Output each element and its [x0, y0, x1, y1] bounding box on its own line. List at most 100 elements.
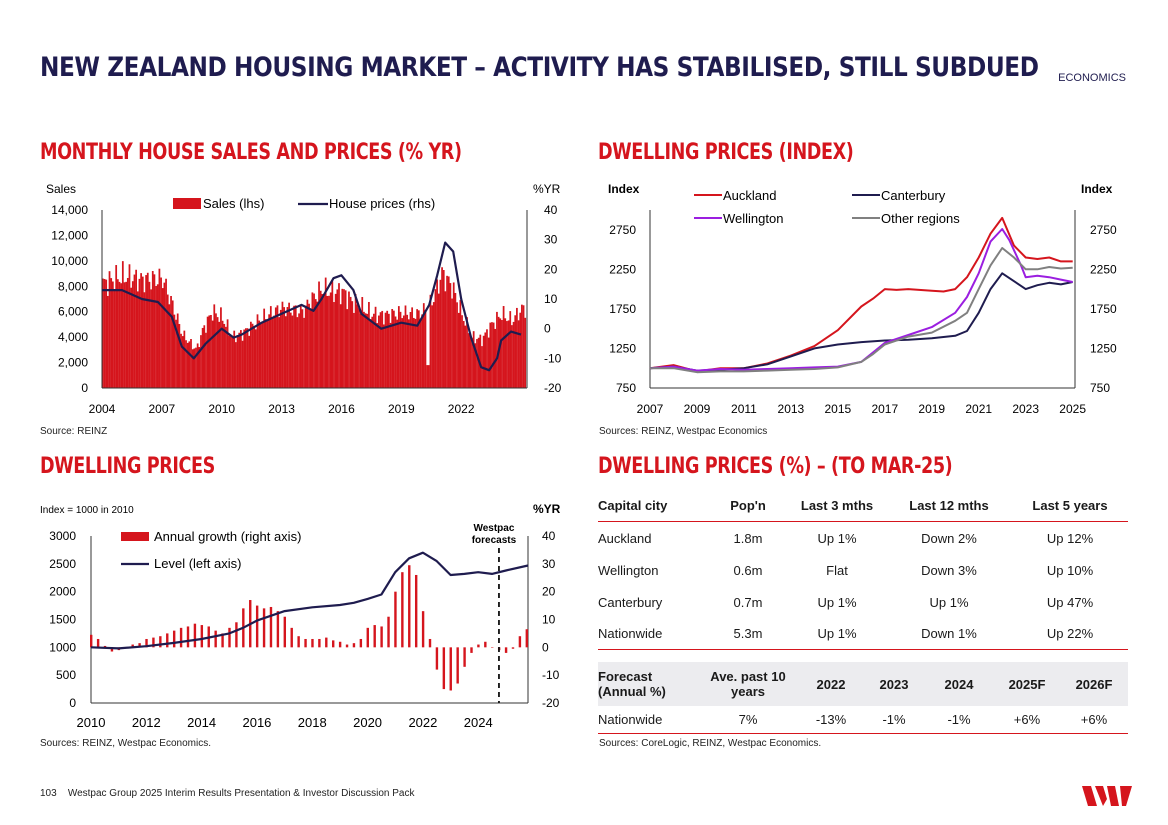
- sales-bar: [454, 292, 457, 388]
- y-tick-label-right: 40: [542, 529, 556, 543]
- sales-bar: [396, 319, 399, 388]
- growth-bar: [359, 638, 363, 648]
- sales-bar: [185, 340, 187, 388]
- x-tick-label: 2012: [132, 715, 161, 730]
- x-tick-label: 2022: [448, 402, 475, 416]
- sales-bar: [421, 314, 423, 388]
- sales-bar: [504, 318, 507, 388]
- table-cell: +6%: [1013, 712, 1041, 727]
- footer: 103 Westpac Group 2025 Interim Results P…: [40, 788, 414, 799]
- sales-bar: [444, 291, 447, 388]
- sales-bar: [422, 303, 425, 388]
- sales-bar: [442, 270, 445, 388]
- table-cell: Wellington: [598, 562, 659, 578]
- growth-bar: [352, 643, 356, 648]
- sales-bar: [499, 318, 502, 388]
- sales-bar: [246, 328, 249, 388]
- sales-bar: [140, 273, 142, 388]
- growth-bar: [311, 638, 314, 648]
- sales-bar: [111, 281, 114, 388]
- growth-bar: [159, 636, 162, 648]
- sales-bar: [492, 322, 495, 388]
- table-row: Canterbury 0.7m Up 1% Up 1% Up 47%: [598, 586, 1128, 618]
- col-header: 2025F: [1008, 676, 1046, 692]
- sales-bar: [244, 328, 247, 388]
- growth-bar: [179, 627, 183, 648]
- sales-bar: [231, 336, 234, 388]
- sales-bar: [507, 320, 510, 388]
- y-tick-label: 14,000: [51, 203, 88, 217]
- sales-bar: [128, 264, 131, 388]
- sales-bar: [306, 299, 309, 388]
- growth-bar: [131, 644, 134, 648]
- y-tick-label-right: 750: [1090, 381, 1110, 395]
- table-cell: Nationwide: [598, 712, 663, 727]
- growth-bar: [428, 638, 432, 648]
- table-cell: Nationwide: [598, 626, 663, 641]
- y-tick-label-right: 1750: [1090, 302, 1117, 316]
- col-header: 2022: [816, 676, 846, 692]
- sales-bar: [188, 341, 191, 388]
- growth-bar: [221, 633, 224, 648]
- table-cell: -1%: [947, 712, 971, 727]
- growth-bar: [96, 638, 100, 648]
- sales-bar: [324, 277, 327, 388]
- sales-bar: [371, 316, 374, 388]
- growth-bar: [387, 616, 390, 648]
- sales-bar: [484, 332, 487, 388]
- sales-bar: [241, 340, 244, 388]
- legend-label: Level (left axis): [154, 556, 241, 571]
- sales-bar: [269, 306, 272, 388]
- sales-bar: [213, 304, 216, 388]
- growth-bar: [504, 647, 508, 653]
- sales-bar: [391, 308, 394, 388]
- sales-bar: [210, 314, 212, 388]
- y-tick-label: 2750: [609, 223, 636, 237]
- sales-bar: [308, 303, 310, 388]
- sales-bar: [196, 343, 199, 388]
- sales-bar: [502, 306, 505, 388]
- sales-bar: [494, 328, 497, 388]
- sales-bar: [383, 324, 385, 388]
- sales-bar: [482, 335, 485, 388]
- sales-bar: [366, 313, 369, 388]
- growth-bar: [325, 637, 328, 648]
- sales-bar: [155, 285, 157, 388]
- sales-bar: [138, 278, 141, 388]
- sales-bar: [524, 317, 527, 388]
- growth-bar: [138, 643, 141, 648]
- footer-text: Westpac Group 2025 Interim Results Prese…: [67, 788, 415, 799]
- y-tick-label-right: 40: [544, 203, 558, 217]
- sales-bar: [437, 293, 440, 388]
- sales-bar: [334, 293, 337, 388]
- sales-bar: [230, 335, 232, 388]
- x-tick-label: 2007: [637, 402, 664, 416]
- table-cell: 0.6m: [733, 562, 763, 578]
- sales-bar: [496, 311, 498, 388]
- sales-bar: [447, 276, 450, 388]
- sales-bar: [404, 305, 407, 388]
- sales-bar: [254, 329, 257, 388]
- col-header: 2024: [944, 676, 974, 692]
- table-cell: Auckland: [598, 530, 652, 546]
- sales-bar: [457, 312, 460, 388]
- series-line-wellington: [649, 228, 1073, 372]
- sales-bar: [414, 318, 417, 388]
- sales-bar: [284, 316, 287, 388]
- table-cell: Flat: [826, 562, 848, 578]
- sales-bar: [369, 319, 372, 388]
- sales-bar: [261, 321, 264, 388]
- level-line: [90, 551, 529, 650]
- growth-bar: [255, 605, 259, 648]
- sales-bar: [467, 333, 470, 388]
- x-tick-label: 2024: [464, 715, 493, 730]
- sales-bar: [221, 320, 224, 388]
- sales-bar: [331, 281, 334, 388]
- growth-bar: [332, 640, 335, 648]
- sales-bar: [487, 337, 490, 388]
- table-row: Auckland 1.8m Up 1% Down 2% Up 12%: [598, 522, 1128, 554]
- y-tick-label-right: 0: [544, 322, 551, 336]
- sales-bar: [103, 278, 106, 388]
- growth-bar: [491, 647, 494, 648]
- sales-bar: [449, 283, 452, 388]
